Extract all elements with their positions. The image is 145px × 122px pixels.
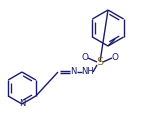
Text: S: S [96,57,104,67]
Text: N: N [19,100,25,108]
Text: O: O [81,54,88,62]
Text: N: N [70,67,76,76]
Text: NH: NH [82,67,94,76]
Text: O: O [112,54,118,62]
